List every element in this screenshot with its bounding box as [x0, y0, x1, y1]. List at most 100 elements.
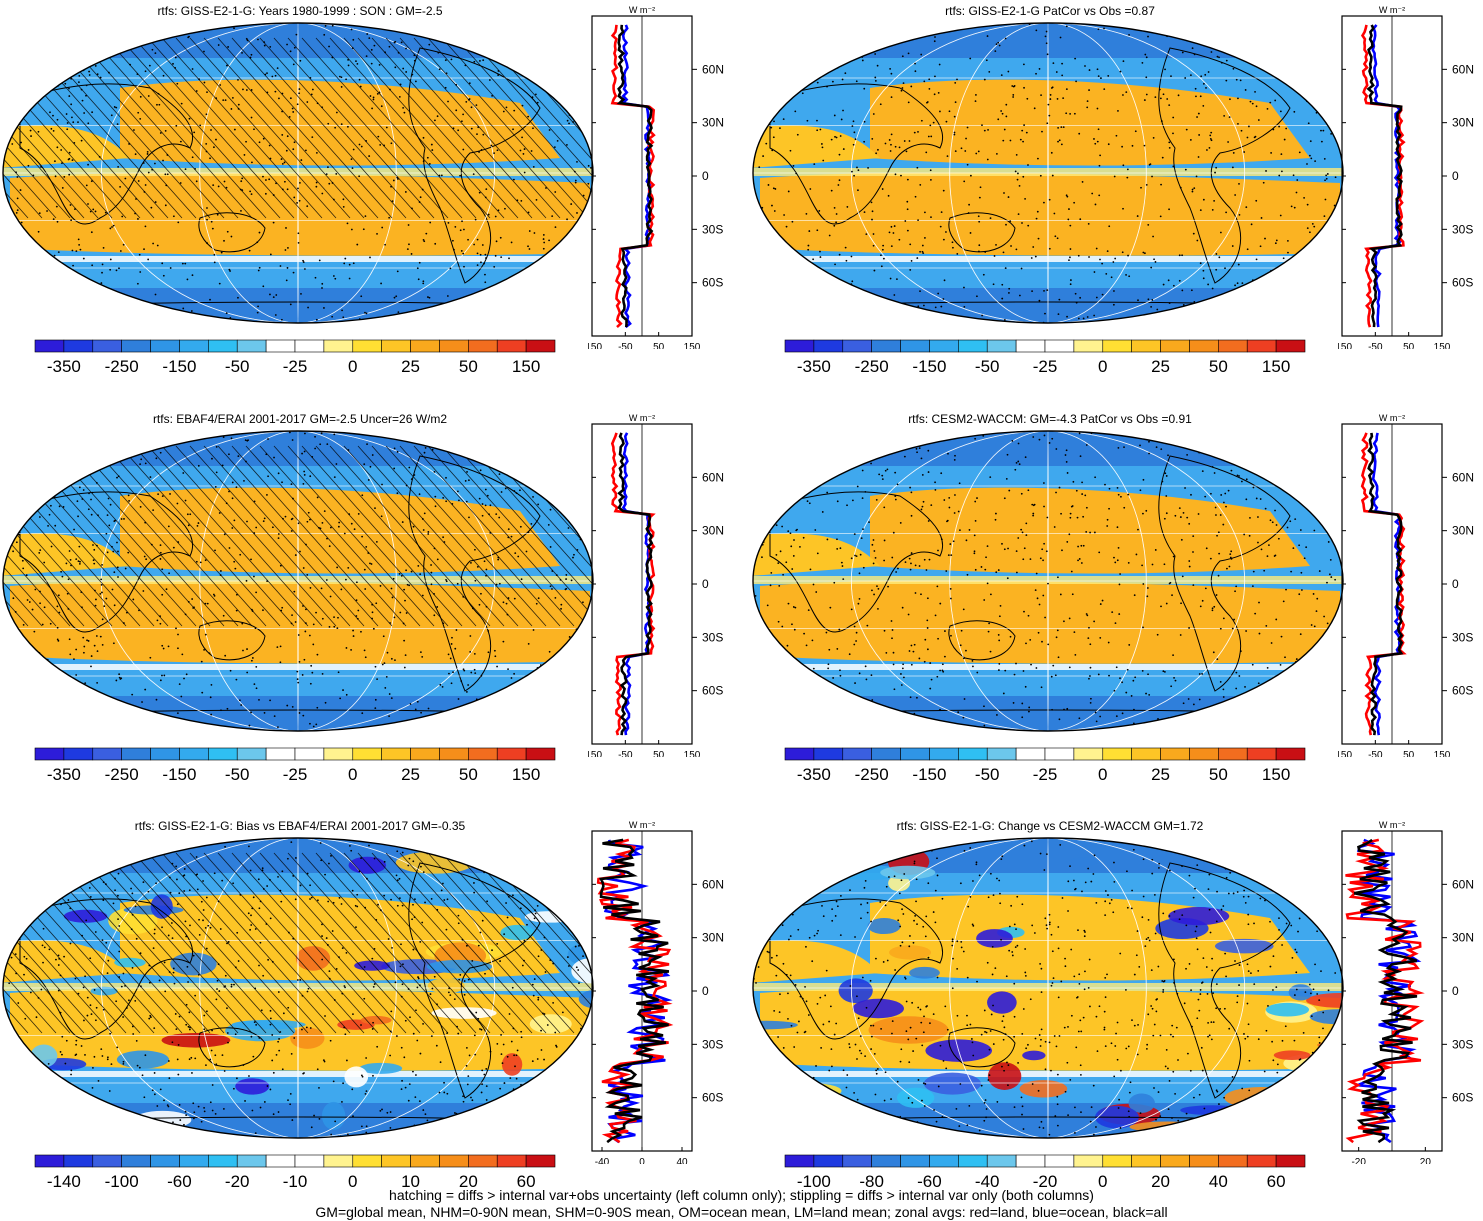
southern-subtropics-warm	[760, 987, 1340, 1071]
colorbar-swatch	[496, 747, 527, 761]
colorbar-label: -40	[975, 1172, 1000, 1191]
antarctic-band	[3, 288, 593, 323]
colorbar-label: -350	[797, 357, 831, 376]
colorbar-swatch	[1131, 339, 1161, 353]
colorbar-swatch	[1275, 1154, 1306, 1168]
colorbar-swatch	[813, 1154, 844, 1168]
colorbar-swatch	[1160, 339, 1190, 353]
colorbar-swatch	[842, 747, 872, 761]
land-zonal-line	[1360, 432, 1407, 736]
colorbar-swatch	[1275, 747, 1306, 761]
colorbar-label: 50	[459, 357, 478, 376]
australia-outline	[948, 1027, 1016, 1068]
colorbar-label: -50	[225, 357, 250, 376]
colorbar-swatch	[1044, 1154, 1075, 1168]
americas-outline	[408, 455, 541, 692]
lat-tick-label: 60S	[1452, 1091, 1473, 1105]
map-frame	[752, 837, 1344, 1139]
north-pacific-warm	[870, 79, 1310, 166]
colorbar-swatch	[929, 747, 959, 761]
colorbar: -350-250-150-50-2502550150250350	[784, 747, 1306, 784]
map-frame	[752, 22, 1344, 324]
zonal-x-tick-label: 40	[676, 1157, 688, 1164]
colorbar-swatch	[784, 747, 815, 761]
colorbar-label: 50	[459, 765, 478, 784]
colorbar-label: 0	[348, 1172, 357, 1191]
global-map	[2, 430, 594, 732]
zonal-x-tick-label: -150	[588, 342, 602, 349]
zonal-x-tick-label: 0	[639, 1157, 645, 1164]
southern-subtropics-warm	[760, 580, 1340, 664]
lat-tick-label: 30S	[1452, 1037, 1473, 1051]
lat-tick-label: 60S	[702, 276, 723, 290]
map-title: rtfs: GISS-E2-1-G: Change vs CESM2-WACCM…	[896, 819, 1204, 833]
zonal-x-tick-label: -50	[618, 750, 633, 757]
all-zonal-line	[616, 24, 654, 328]
colorbar-swatch	[410, 747, 440, 761]
lat-tick-label: 30N	[1452, 116, 1474, 130]
colorbar-label: -10	[283, 1172, 308, 1191]
southern-subtropics-warm	[10, 580, 590, 664]
zonal-x-tick-label: 50	[653, 750, 665, 757]
zonal-x-tick-label: 50	[1403, 342, 1415, 349]
colorbar-label: 150	[1262, 357, 1290, 376]
colorbar-swatch	[352, 1154, 382, 1168]
ocean-zonal-line	[1371, 432, 1402, 736]
colorbar-swatch	[92, 1154, 122, 1168]
colorbar-label: -50	[225, 765, 250, 784]
colorbar-label: -20	[225, 1172, 250, 1191]
colorbar-swatch	[410, 339, 440, 353]
colorbar-label: 50	[1209, 765, 1228, 784]
colorbar-swatch	[179, 1154, 209, 1168]
colorbar-label: -150	[162, 357, 196, 376]
colorbar-swatch	[294, 339, 325, 353]
global-map	[752, 837, 1344, 1139]
eurasia-africa-outline	[19, 83, 194, 225]
map-panel-6: rtfs: GISS-E2-1-G: Change vs CESM2-WACCM…	[750, 815, 1483, 1215]
antarctic-band	[753, 696, 1343, 731]
zonal-x-tick-label: 50	[1403, 750, 1415, 757]
colorbar-swatch	[265, 1154, 296, 1168]
colorbar-label: 60	[517, 1172, 536, 1191]
ocean-zonal-line	[603, 839, 673, 1144]
colorbar-swatch	[1044, 339, 1075, 353]
colorbar-swatch	[265, 339, 296, 353]
colorbar-label: -60	[167, 1172, 192, 1191]
zonal-mean-plot: W m⁻² 60N 30N 0 30S 60S -150 -50 50 150	[1338, 413, 1474, 757]
colorbar-swatch	[34, 747, 65, 761]
colorbar-swatch	[208, 747, 238, 761]
colorbar-label: 25	[1151, 765, 1170, 784]
lat-tick-label: 60S	[1452, 684, 1473, 698]
colorbar-swatch	[410, 1154, 440, 1168]
map-title: rtfs: GISS-E2-1-G: Bias vs EBAF4/ERAI 20…	[134, 819, 466, 833]
colorbar-swatch	[871, 1154, 901, 1168]
australia-outline	[198, 1027, 266, 1068]
colorbar-swatch	[1015, 1154, 1046, 1168]
global-map	[752, 430, 1344, 732]
zonal-x-tick-label: -50	[1368, 750, 1383, 757]
colorbar-label: 20	[459, 1172, 478, 1191]
map-panel-5: rtfs: GISS-E2-1-G: Bias vs EBAF4/ERAI 20…	[0, 815, 733, 1215]
colorbar-swatch	[179, 339, 209, 353]
map-frame	[2, 837, 594, 1139]
lat-tick-label: 30S	[702, 222, 723, 236]
map-title: rtfs: GISS-E2-1-G: Years 1980-1999 : SON…	[157, 4, 443, 18]
australia-outline	[948, 212, 1016, 253]
colorbar-swatch	[208, 339, 238, 353]
colorbar-label: -25	[283, 765, 308, 784]
colorbar-swatch	[1218, 747, 1248, 761]
colorbar-label: -25	[1033, 765, 1058, 784]
zonal-units: W m⁻²	[1379, 820, 1405, 830]
eurasia-africa-outline	[769, 898, 944, 1040]
lat-tick-label: 60N	[702, 470, 724, 484]
lat-tick-label: 60N	[702, 62, 724, 76]
north-pacific-warm	[120, 79, 560, 166]
map-panel-2: rtfs: GISS-E2-1-G PatCor vs Obs =0.87 -35…	[750, 0, 1483, 400]
colorbar-swatch	[1218, 339, 1248, 353]
lat-tick-label: 0	[702, 169, 709, 183]
zonal-x-tick-label: -20	[1351, 1157, 1366, 1164]
colorbar-swatch	[352, 747, 382, 761]
colorbar-swatch	[468, 339, 498, 353]
colorbar-swatch	[1189, 339, 1219, 353]
map-panel-4: rtfs: CESM2-WACCM: GM=-4.3 PatCor vs Obs…	[750, 408, 1483, 808]
